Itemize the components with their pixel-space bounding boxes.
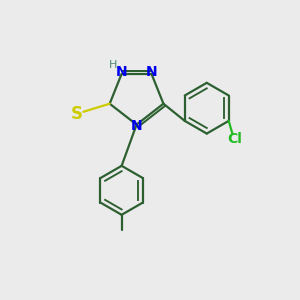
Text: N: N (116, 65, 127, 80)
Text: N: N (131, 119, 142, 133)
Text: S: S (71, 105, 83, 123)
Text: N: N (146, 65, 157, 80)
Text: Cl: Cl (227, 132, 242, 146)
Text: H: H (109, 61, 118, 70)
